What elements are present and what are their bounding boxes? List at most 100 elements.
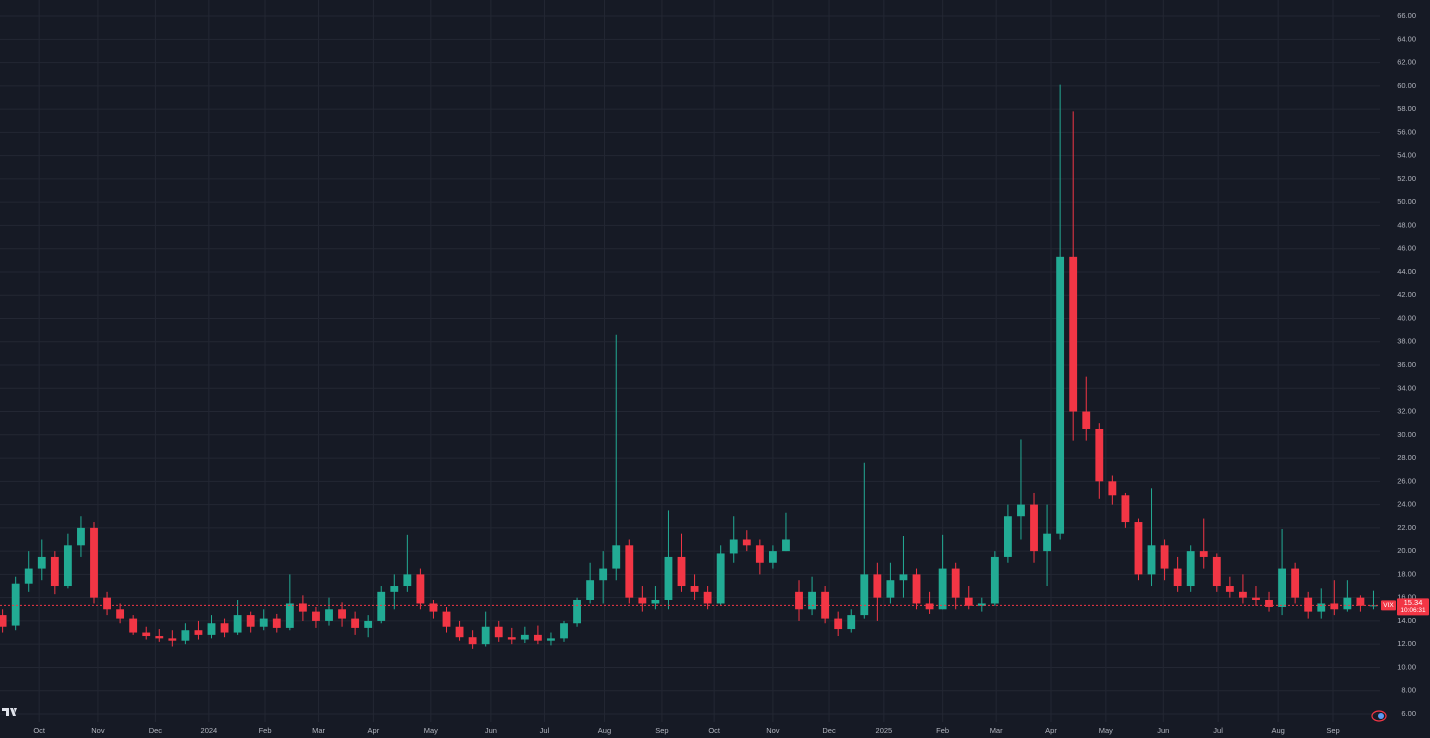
candle-body [285, 603, 294, 628]
candle-body [272, 618, 281, 628]
y-tick-label: 22.00 [1397, 523, 1416, 532]
x-tick-label: Mar [312, 726, 325, 735]
price-tag [1397, 598, 1429, 616]
y-tick-label: 28.00 [1397, 453, 1416, 462]
candle-body [899, 574, 908, 581]
candle-body [63, 545, 72, 587]
candle-body [233, 615, 242, 633]
y-tick-label: 52.00 [1397, 174, 1416, 183]
y-tick-label: 56.00 [1397, 127, 1416, 136]
candle-body [964, 597, 973, 606]
candle-body [677, 556, 686, 587]
candle-body [1356, 597, 1365, 606]
candle-body [1291, 568, 1300, 598]
y-tick-label: 6.00 [1401, 709, 1416, 718]
y-tick-label: 26.00 [1397, 476, 1416, 485]
candle-body [729, 539, 738, 554]
candle-body [90, 527, 98, 598]
x-tick-label: Oct [708, 726, 721, 735]
candle-body [873, 574, 882, 598]
candle-body [37, 556, 46, 569]
candle-body [207, 623, 216, 635]
x-tick-label: 2025 [876, 726, 893, 735]
x-tick-label: 2024 [201, 726, 218, 735]
candle-body [129, 618, 138, 633]
candle-body [1121, 495, 1130, 523]
candle-body [847, 615, 856, 630]
candle-body [1186, 551, 1195, 587]
candle-body [1304, 597, 1313, 612]
candle-body [664, 556, 673, 600]
candle-body [11, 583, 20, 626]
candle-body [1147, 545, 1156, 575]
candle-body [1003, 516, 1012, 557]
icon-ring [1371, 710, 1387, 722]
y-tick-label: 46.00 [1397, 244, 1416, 253]
candle-body [586, 580, 595, 600]
y-tick-label: 54.00 [1397, 151, 1416, 160]
candle-body [690, 586, 699, 592]
candle-body [351, 618, 360, 628]
candle-body [77, 527, 85, 546]
axes: 6.00 8.00 10.00 12.00 14.00 16.00 18.00 20.00 22… [33, 11, 1429, 735]
settings-icon[interactable] [1371, 710, 1387, 722]
logo[interactable] [2, 708, 17, 716]
candle-body [533, 634, 542, 641]
candle-body [651, 599, 660, 604]
candle-body [1265, 599, 1273, 607]
candle-body [312, 611, 320, 621]
x-tick-label: Aug [598, 726, 611, 735]
x-tick-label: Oct [33, 726, 46, 735]
y-tick-label: 48.00 [1397, 220, 1416, 229]
y-tick-label: 14.00 [1397, 616, 1416, 625]
symbol-label: VIX [1383, 602, 1394, 609]
candle-body [429, 603, 438, 612]
x-tick-label: Nov [91, 726, 105, 735]
candle-body [1069, 256, 1078, 412]
candle-body [103, 597, 111, 610]
y-tick-label: 12.00 [1397, 639, 1416, 648]
candle-body [638, 597, 647, 604]
y-tick-label: 20.00 [1397, 546, 1416, 555]
candle-body [507, 637, 516, 640]
candle-body [1343, 597, 1352, 610]
y-tick-label: 34.00 [1397, 383, 1416, 392]
x-tick-label: Mar [990, 726, 1003, 735]
candle-body [1030, 504, 1038, 552]
candle-body [194, 630, 203, 635]
x-tick-label: Jun [1157, 726, 1169, 735]
candle-body [1056, 256, 1065, 534]
x-tick-label: Sep [655, 726, 668, 735]
candle-body [168, 638, 177, 641]
candle-body [795, 591, 803, 610]
candle-body [990, 556, 999, 604]
candle-body [442, 611, 451, 627]
candle-body [782, 539, 790, 552]
y-tick-label: 42.00 [1397, 290, 1416, 299]
candle-body [755, 545, 764, 563]
candle-body [0, 615, 7, 627]
candle-body [925, 603, 934, 610]
candles [0, 84, 1380, 649]
candle-body [912, 574, 921, 604]
candle-body [860, 574, 869, 616]
candle-body [1160, 545, 1169, 569]
y-tick-label: 44.00 [1397, 267, 1416, 276]
candle-body [1278, 568, 1286, 607]
candle-body [1225, 586, 1234, 592]
x-tick-label: Feb [259, 726, 272, 735]
symbol-tag [1381, 600, 1396, 611]
candle-body [142, 632, 151, 637]
y-tick-label: 58.00 [1397, 104, 1416, 113]
candle-body [1199, 551, 1208, 557]
candle-body [886, 580, 895, 598]
x-tick-label: Feb [936, 726, 949, 735]
candle-body [298, 603, 307, 612]
candle-body [703, 591, 712, 604]
candle-body [808, 591, 816, 610]
x-tick-label: Apr [1045, 726, 1057, 735]
icon-dot [1378, 713, 1384, 719]
price-label: 15.34 [1404, 598, 1423, 607]
candle-body [560, 623, 568, 639]
